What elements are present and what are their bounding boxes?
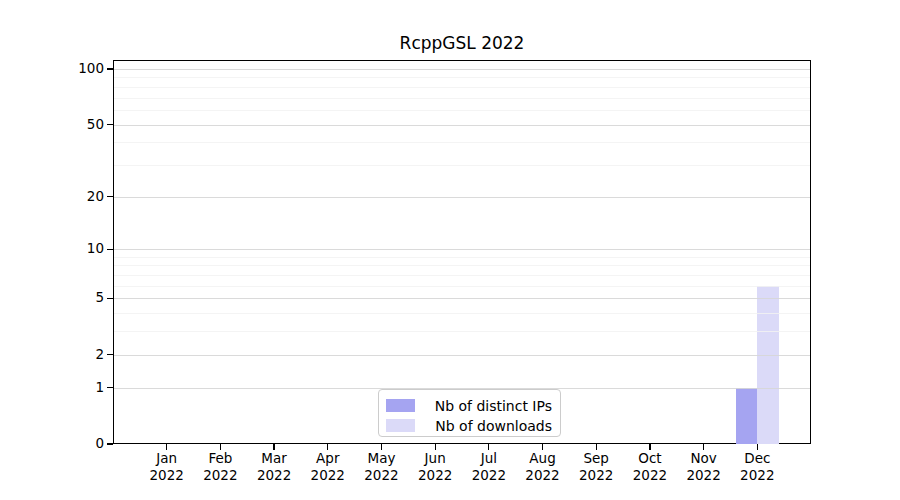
gridline-major	[114, 197, 810, 198]
legend-label-downloads: Nb of downloads	[426, 419, 552, 433]
figure: RcppGSL 2022 0125102050100Jan2022Feb2022…	[0, 0, 900, 500]
gridline-minor	[114, 257, 810, 258]
bar-distinct-ips	[736, 388, 758, 444]
y-axis-tick-label: 0	[30, 437, 104, 451]
gridline-minor	[114, 286, 810, 287]
y-axis-tick	[107, 298, 113, 299]
legend-swatch-downloads	[386, 419, 415, 432]
y-axis-tick	[107, 443, 113, 444]
gridline-minor	[114, 165, 810, 166]
y-axis-tick	[107, 354, 113, 355]
plot-area	[113, 60, 811, 444]
y-axis-tick	[107, 68, 113, 69]
y-axis-tick-label: 1	[30, 381, 104, 395]
gridline-minor	[114, 313, 810, 314]
legend-label-distinct-ips: Nb of distinct IPs	[426, 399, 552, 413]
y-axis-tick-label: 5	[30, 292, 104, 306]
gridline-minor	[114, 142, 810, 143]
y-axis-tick	[107, 196, 113, 197]
legend-entry-downloads: Nb of downloads	[386, 417, 552, 434]
gridline-major	[114, 298, 810, 299]
gridline-minor	[114, 265, 810, 266]
y-axis-tick	[107, 124, 113, 125]
gridline-major	[114, 125, 810, 126]
x-tick-month: Dec	[715, 450, 799, 467]
y-axis-tick-label: 20	[30, 190, 104, 204]
chart-title: RcppGSL 2022	[113, 33, 811, 53]
y-axis-tick	[107, 249, 113, 250]
gridline-minor	[114, 275, 810, 276]
gridline-minor	[114, 87, 810, 88]
x-axis-tick-label: Dec2022	[715, 450, 799, 484]
gridline-minor	[114, 98, 810, 99]
gridline-major	[114, 249, 810, 250]
y-axis-tick-label: 100	[30, 62, 104, 76]
gridline-major	[114, 355, 810, 356]
gridline-minor	[114, 77, 810, 78]
y-axis-tick-label: 2	[30, 348, 104, 362]
gridline-minor	[114, 110, 810, 111]
y-axis-tick-label: 50	[30, 118, 104, 132]
gridline-minor	[114, 331, 810, 332]
x-tick-year: 2022	[715, 467, 799, 484]
y-axis-tick	[107, 387, 113, 388]
legend: Nb of distinct IPs Nb of downloads	[378, 389, 561, 437]
y-axis-tick-label: 10	[30, 242, 104, 256]
legend-swatch-distinct-ips	[386, 399, 415, 412]
bar-downloads	[757, 286, 779, 444]
gridline-major	[114, 69, 810, 70]
legend-entry-distinct-ips: Nb of distinct IPs	[386, 397, 552, 414]
